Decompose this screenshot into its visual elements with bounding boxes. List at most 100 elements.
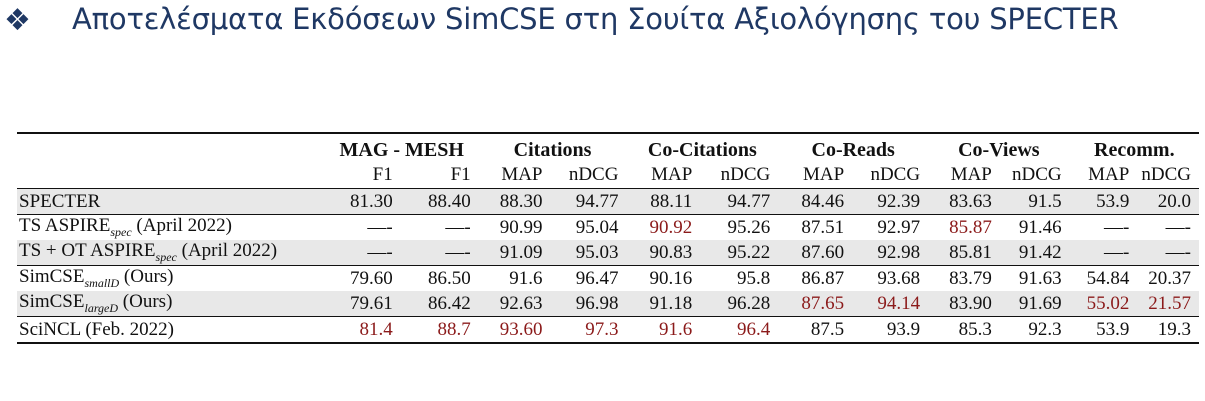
score-cell: —- bbox=[400, 214, 479, 240]
score-cell: 96.47 bbox=[550, 265, 627, 291]
score-cell: 91.46 bbox=[999, 214, 1070, 240]
results-body: SPECTER 81.30 88.40 88.30 94.77 88.11 94.77 84.… bbox=[17, 188, 1199, 344]
score-cell: 91.6 bbox=[478, 265, 551, 291]
score-cell: 85.81 bbox=[928, 240, 1000, 266]
score-cell: 86.87 bbox=[778, 265, 853, 291]
table-row: SPECTER 81.30 88.40 88.30 94.77 88.11 94.77 84.… bbox=[17, 188, 1199, 215]
score-cell: 91.5 bbox=[999, 188, 1070, 215]
method-name: TS + OT ASPIREspec (April 2022) bbox=[17, 240, 325, 266]
method-subscript: smallD bbox=[84, 275, 120, 290]
score-cell: 79.61 bbox=[324, 291, 401, 317]
score-cell: 93.68 bbox=[852, 265, 929, 291]
method-label: SimCSE bbox=[19, 291, 85, 313]
score-cell: 90.83 bbox=[626, 240, 701, 266]
score-cell: 87.5 bbox=[778, 316, 853, 344]
score-cell: 94.77 bbox=[700, 188, 779, 215]
metric-header: MAP bbox=[778, 162, 853, 189]
metric-header: nDCG bbox=[550, 162, 627, 189]
method-name: SimCSEsmallD (Ours) bbox=[17, 265, 325, 291]
score-cell: —- bbox=[324, 214, 401, 240]
score-cell: 79.60 bbox=[324, 265, 401, 291]
score-cell: —- bbox=[1069, 240, 1138, 266]
score-cell: 93.9 bbox=[852, 316, 929, 344]
results-table: MAG - MESH Citations Co-Citations Co-Rea… bbox=[17, 132, 1199, 344]
score-cell: 92.97 bbox=[852, 214, 929, 240]
method-name: SPECTER bbox=[17, 188, 325, 215]
score-cell: 94.77 bbox=[550, 188, 627, 215]
score-cell: 83.90 bbox=[928, 291, 1000, 317]
score-cell: 86.42 bbox=[400, 291, 479, 317]
group-header-citations: Citations bbox=[478, 132, 627, 162]
score-cell: —- bbox=[1137, 214, 1199, 240]
slide-header: ❖ Αποτελέσματα Εκδόσεων SimCSE στη Σουίτ… bbox=[0, 0, 1205, 50]
score-cell: 88.11 bbox=[626, 188, 701, 215]
method-column-header-blank bbox=[17, 162, 325, 189]
score-cell: —- bbox=[1137, 240, 1199, 266]
score-cell: 91.6 bbox=[626, 316, 701, 344]
score-cell: 83.63 bbox=[928, 188, 1000, 215]
metric-header: MAP bbox=[478, 162, 551, 189]
score-cell: 86.50 bbox=[400, 265, 479, 291]
method-suffix: (Ours) bbox=[118, 291, 173, 313]
score-cell: 53.9 bbox=[1069, 316, 1138, 344]
metric-header: F1 bbox=[400, 162, 479, 189]
metric-header: MAP bbox=[626, 162, 701, 189]
table-row: TS + OT ASPIREspec (April 2022) —- —- 91.09… bbox=[17, 240, 1199, 266]
table-row: SimCSEsmallD (Ours) 79.60 86.50 91.6 96.47 90… bbox=[17, 265, 1199, 291]
method-label: SPECTER bbox=[19, 190, 101, 212]
method-suffix: (Ours) bbox=[119, 266, 174, 288]
metric-header: nDCG bbox=[852, 162, 929, 189]
score-cell: 95.8 bbox=[700, 265, 779, 291]
method-label: TS + OT ASPIRE bbox=[19, 240, 156, 262]
method-suffix: (April 2022) bbox=[176, 240, 278, 262]
score-cell: 90.92 bbox=[626, 214, 701, 240]
score-cell: 19.3 bbox=[1137, 316, 1199, 344]
score-cell: 20.37 bbox=[1137, 265, 1199, 291]
score-cell: 21.57 bbox=[1137, 291, 1199, 317]
method-subscript: largeD bbox=[84, 300, 119, 315]
score-cell: 95.26 bbox=[700, 214, 779, 240]
score-cell: 90.16 bbox=[626, 265, 701, 291]
score-cell: 91.42 bbox=[999, 240, 1070, 266]
score-cell: 53.9 bbox=[1069, 188, 1138, 215]
metric-header: F1 bbox=[324, 162, 401, 189]
score-cell: 87.65 bbox=[778, 291, 853, 317]
score-cell: 87.60 bbox=[778, 240, 853, 266]
score-cell: 94.14 bbox=[852, 291, 929, 317]
score-cell: 88.7 bbox=[400, 316, 479, 344]
method-name: SimCSElargeD (Ours) bbox=[17, 291, 325, 317]
method-label: TS ASPIRE bbox=[19, 215, 111, 237]
table-row: SciNCL (Feb. 2022) 81.4 88.7 93.60 97.3 91.6 9… bbox=[17, 316, 1199, 344]
score-cell: 85.87 bbox=[928, 214, 1000, 240]
score-cell: —- bbox=[1069, 214, 1138, 240]
group-header-mag-mesh: MAG - MESH bbox=[324, 132, 479, 162]
score-cell: 91.09 bbox=[478, 240, 551, 266]
metric-header: MAP bbox=[1069, 162, 1138, 189]
group-header-recomm: Recomm. bbox=[1069, 132, 1199, 162]
score-cell: 92.3 bbox=[999, 316, 1070, 344]
diamond-cluster-bullet-icon: ❖ bbox=[4, 3, 31, 38]
score-cell: 96.4 bbox=[700, 316, 779, 344]
score-cell: 88.40 bbox=[400, 188, 479, 215]
method-column-header bbox=[17, 132, 325, 162]
metric-header-row: F1 F1 MAP nDCG MAP nDCG MAP nDCG MAP nDCG MAP nDCG bbox=[17, 162, 1199, 189]
metric-header: nDCG bbox=[1137, 162, 1199, 189]
score-cell: 96.28 bbox=[700, 291, 779, 317]
score-cell: 20.0 bbox=[1137, 188, 1199, 215]
method-label: SimCSE bbox=[19, 266, 85, 288]
score-cell: 55.02 bbox=[1069, 291, 1138, 317]
metric-header: MAP bbox=[928, 162, 1000, 189]
method-name: SciNCL (Feb. 2022) bbox=[17, 316, 325, 344]
group-header-row: MAG - MESH Citations Co-Citations Co-Rea… bbox=[17, 132, 1199, 162]
score-cell: 90.99 bbox=[478, 214, 551, 240]
score-cell: 81.4 bbox=[324, 316, 401, 344]
score-cell: —- bbox=[324, 240, 401, 266]
score-cell: 95.03 bbox=[550, 240, 627, 266]
score-cell: —- bbox=[400, 240, 479, 266]
method-label: SciNCL (Feb. 2022) bbox=[19, 318, 174, 340]
method-suffix: (April 2022) bbox=[131, 215, 232, 237]
score-cell: 96.98 bbox=[550, 291, 627, 317]
score-cell: 95.22 bbox=[700, 240, 779, 266]
score-cell: 97.3 bbox=[550, 316, 627, 344]
table-row: TS ASPIREspec (April 2022) —- —- 90.99 95.04… bbox=[17, 214, 1199, 240]
